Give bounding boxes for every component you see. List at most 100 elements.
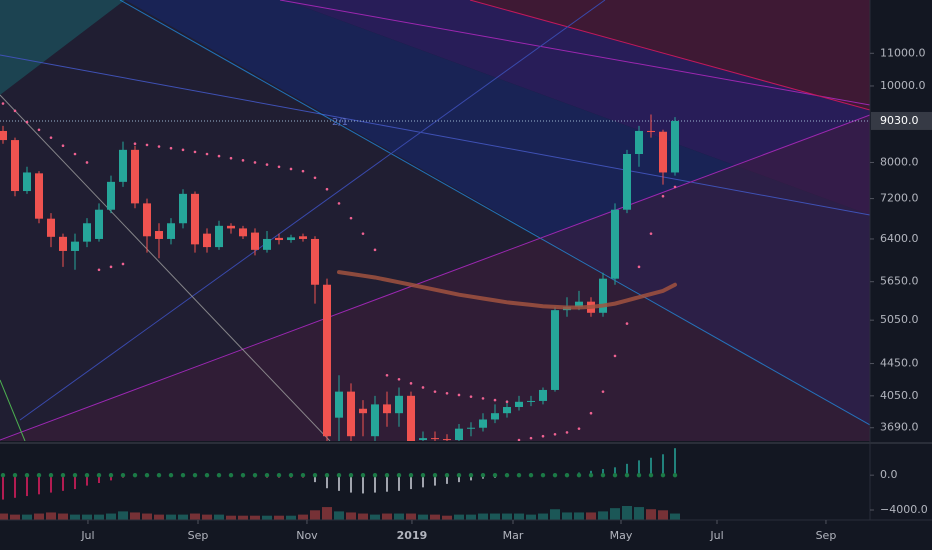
sar-dot <box>313 176 317 180</box>
volume-bar <box>370 514 380 520</box>
candle-body <box>323 284 331 437</box>
zero-dot <box>240 472 246 478</box>
sar-dot <box>529 436 533 440</box>
candle-body <box>263 238 271 250</box>
volume-bar <box>178 514 188 520</box>
sar-dot <box>325 187 329 191</box>
candle-body <box>395 395 403 414</box>
volume-bar <box>226 515 236 520</box>
annotation: 2/1 <box>332 117 348 128</box>
volume-bar <box>346 512 356 520</box>
volume-bar <box>58 513 68 520</box>
candle-body <box>191 193 199 245</box>
sar-dot <box>301 169 305 173</box>
candle-body <box>455 428 463 441</box>
zero-dot <box>372 472 378 478</box>
zero-dot <box>552 472 558 478</box>
candle-body <box>503 407 511 414</box>
zero-dot <box>648 472 654 478</box>
volume-bar <box>202 514 212 520</box>
sar-dot <box>205 152 209 156</box>
y-tick-label: 5050.0 <box>880 313 919 326</box>
volume-bar <box>142 513 152 520</box>
volume-bar <box>358 513 368 520</box>
sar-dot <box>577 427 581 430</box>
x-tick-label: Jul <box>80 529 94 542</box>
sar-dot <box>265 163 269 166</box>
volume-bar <box>166 514 176 520</box>
zero-dot <box>132 472 138 478</box>
zero-dot <box>396 472 402 478</box>
zero-dot <box>420 472 426 478</box>
zero-dot <box>84 472 90 478</box>
candle-body <box>515 401 523 408</box>
sar-dot <box>433 390 437 393</box>
sar-dot <box>253 161 257 164</box>
y-tick-label: 10000.0 <box>880 79 926 92</box>
zero-dot <box>48 472 54 478</box>
sar-dot <box>217 154 221 158</box>
sar-dot <box>109 265 113 269</box>
zero-dot <box>300 472 306 478</box>
zero-dot <box>60 472 66 478</box>
candle-body <box>347 391 355 437</box>
sar-dot <box>241 159 245 162</box>
zero-dot <box>192 472 198 478</box>
zero-dot <box>336 472 342 478</box>
x-tick-label: Sep <box>188 529 209 542</box>
zero-dot <box>612 472 618 478</box>
sar-dot <box>37 128 41 132</box>
zero-dot <box>324 472 330 478</box>
sar-dot <box>277 165 281 169</box>
candle-body <box>0 130 7 141</box>
zero-dot <box>24 472 30 478</box>
volume-bar <box>118 511 128 520</box>
zero-dot <box>468 472 474 478</box>
sar-dot <box>157 145 161 148</box>
candle-body <box>203 233 211 248</box>
zero-dot <box>588 472 594 478</box>
candle-body <box>59 236 67 251</box>
volume-bar <box>658 510 668 520</box>
zero-dot <box>72 472 78 478</box>
volume-bar <box>154 514 164 520</box>
volume-bar <box>550 509 560 520</box>
sar-dot <box>145 143 149 147</box>
volume-bar <box>670 513 680 520</box>
volume-bar <box>646 509 656 520</box>
volume-bar <box>634 507 644 520</box>
sar-dot <box>409 382 413 385</box>
zero-dot <box>516 472 522 478</box>
zero-dot <box>108 472 114 478</box>
candle-body <box>239 228 247 237</box>
candle-body <box>383 404 391 414</box>
candle-body <box>167 223 175 239</box>
volume-bar <box>478 513 488 520</box>
zero-dot <box>540 472 546 478</box>
x-tick-label: Jul <box>709 529 723 542</box>
candle-body <box>647 130 655 132</box>
sar-dot <box>385 373 389 377</box>
zero-dot <box>312 472 318 478</box>
sar-dot <box>361 232 365 235</box>
y-tick-label: 4050.0 <box>880 389 919 402</box>
x-tick-label: Nov <box>296 529 318 542</box>
sar-dot <box>133 142 137 146</box>
x-tick-label: Sep <box>816 529 837 542</box>
sar-dot <box>97 268 101 272</box>
zero-dot <box>564 472 570 478</box>
sar-dot <box>181 148 185 152</box>
volume-bar <box>598 511 608 520</box>
volume-bar <box>34 513 44 520</box>
x-tick-label: May <box>610 529 633 542</box>
candle-body <box>431 438 439 440</box>
volume-bar <box>526 514 536 520</box>
sar-dot <box>493 398 497 402</box>
sar-dot <box>289 167 293 171</box>
candle-body <box>11 140 19 192</box>
sar-dot <box>481 397 485 400</box>
sar-dot <box>649 232 653 235</box>
candle-body <box>407 395 415 441</box>
volume-bar <box>502 513 512 520</box>
